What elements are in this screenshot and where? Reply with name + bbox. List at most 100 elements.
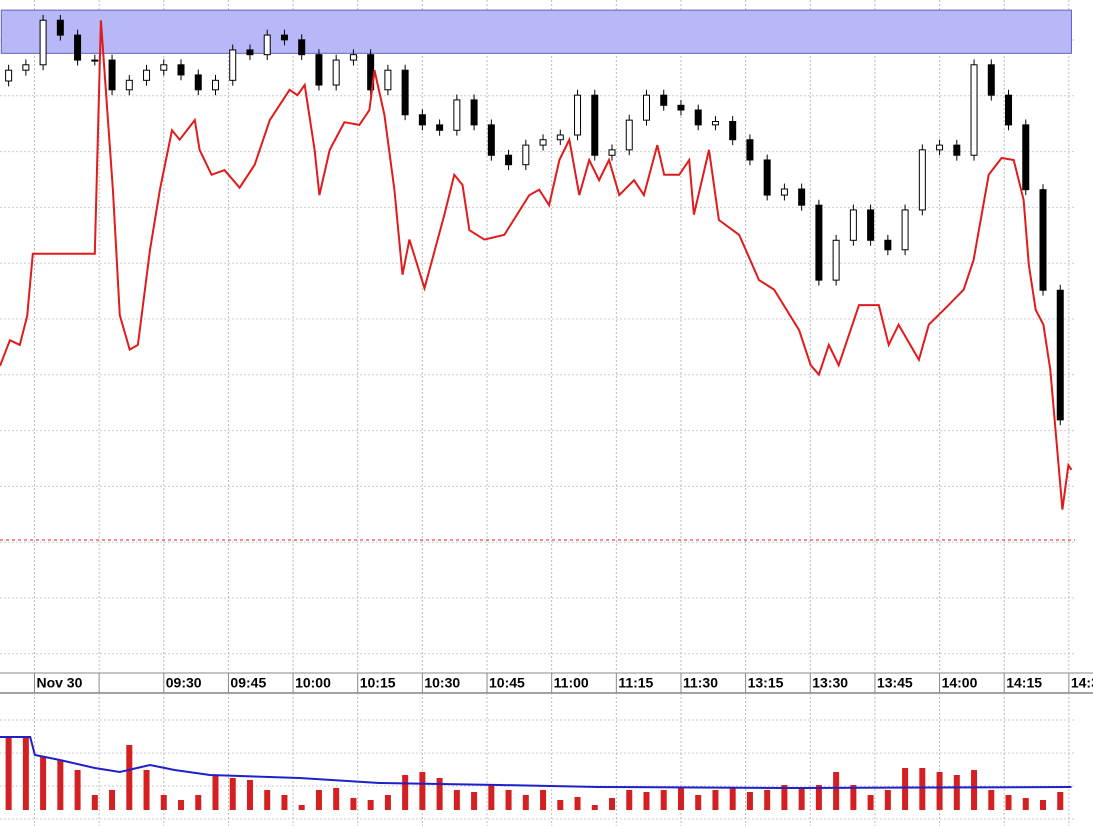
- volume-bar: [557, 800, 564, 810]
- candle-body: [143, 69, 151, 81]
- candle-body: [901, 209, 909, 251]
- volume-bar: [195, 795, 202, 810]
- volume-bar: [781, 785, 788, 810]
- x-tick-label: 10:15: [360, 675, 396, 691]
- volume-bar: [522, 795, 529, 810]
- candle-body: [1056, 289, 1064, 421]
- candle-body: [746, 139, 754, 161]
- candle-body: [418, 114, 426, 126]
- candle-body: [384, 69, 392, 91]
- candle-body: [936, 144, 944, 151]
- volume-bar: [178, 800, 185, 810]
- volume-bar: [591, 805, 598, 810]
- x-tick-label: 11:30: [683, 675, 718, 691]
- volume-bar: [229, 778, 236, 810]
- x-tick-label: 10:30: [424, 675, 460, 691]
- volume-bar: [971, 770, 978, 810]
- candle-body: [298, 39, 306, 56]
- x-tick-label: 11:00: [554, 675, 589, 691]
- volume-bar: [1022, 798, 1029, 810]
- volume-bar: [574, 797, 581, 810]
- volume-bar: [540, 790, 547, 810]
- candle-body: [849, 209, 857, 241]
- volume-bar: [798, 788, 805, 810]
- candle-body: [349, 54, 357, 61]
- candle-body: [953, 144, 961, 156]
- volume-bar: [850, 785, 857, 810]
- volume-average-line: [0, 736, 1072, 790]
- candle-body: [280, 34, 288, 41]
- volume-bar: [677, 788, 684, 810]
- x-tick-label: 09:30: [166, 675, 202, 691]
- candle-body: [763, 159, 771, 196]
- volume-bar: [126, 745, 133, 810]
- candle-body: [177, 64, 185, 76]
- candle-body: [798, 188, 806, 206]
- candle-body: [1039, 189, 1047, 291]
- candle-body: [5, 69, 13, 82]
- overlay-line: [0, 20, 1073, 510]
- volume-bar: [505, 790, 512, 810]
- x-tick-label: 10:45: [489, 675, 525, 691]
- candle-body: [591, 94, 599, 156]
- volume-bar: [953, 775, 960, 810]
- candle-body: [401, 69, 409, 116]
- candle-body: [74, 34, 82, 61]
- zone: [0, 9, 1072, 54]
- volume-bar: [833, 772, 840, 810]
- volume-bar: [660, 790, 667, 810]
- candle-body: [867, 209, 875, 241]
- candle-body: [1005, 94, 1013, 126]
- volume-bar: [160, 795, 167, 810]
- x-tick-label: 14:00: [942, 675, 978, 691]
- volume-bar: [315, 790, 322, 810]
- candle-body: [56, 19, 64, 36]
- volume-bar: [212, 775, 219, 810]
- candle-body: [22, 64, 30, 71]
- volume-bar: [22, 738, 29, 810]
- volume-bar: [626, 790, 633, 810]
- candle-body: [815, 204, 823, 281]
- volume-bar: [729, 788, 736, 810]
- volume-bar: [1057, 792, 1064, 810]
- volume-bar: [350, 798, 357, 810]
- volume-bar: [143, 770, 150, 810]
- volume-bar: [643, 792, 650, 810]
- candle-body: [1022, 124, 1030, 191]
- candle-body: [229, 49, 237, 81]
- volume-bar: [919, 768, 926, 810]
- candle-body: [436, 124, 444, 131]
- x-tick-label: 13:15: [748, 675, 784, 691]
- candle-body: [918, 149, 926, 211]
- volume-bar: [609, 798, 616, 810]
- x-tick-label: 11:15: [618, 675, 653, 691]
- volume-bar: [488, 785, 495, 810]
- candle-body: [522, 144, 530, 166]
- volume-bar: [419, 772, 426, 810]
- volume-bar: [988, 790, 995, 810]
- volume-bar: [1005, 795, 1012, 810]
- candle-body: [987, 64, 995, 96]
- volume-bar: [712, 790, 719, 810]
- x-tick-label: Nov 30: [36, 675, 82, 691]
- candle-body: [729, 121, 737, 141]
- volume-bar: [367, 800, 374, 810]
- volume-bar: [264, 790, 271, 810]
- candle-body: [505, 154, 513, 166]
- candle-body: [246, 49, 254, 56]
- x-tick-label: 10:00: [295, 675, 331, 691]
- volume-bar: [764, 790, 771, 810]
- volume-bar: [91, 795, 98, 810]
- volume-bar: [746, 792, 753, 810]
- volume-bar: [1040, 800, 1047, 810]
- candle-body: [711, 121, 719, 126]
- x-tick-label: 14:15: [1006, 675, 1042, 691]
- candle-body: [884, 239, 892, 251]
- volume-bar: [402, 775, 409, 810]
- candle-body: [125, 79, 133, 91]
- candle-body: [315, 54, 323, 86]
- candle-body: [970, 64, 978, 156]
- candle-body: [211, 79, 219, 91]
